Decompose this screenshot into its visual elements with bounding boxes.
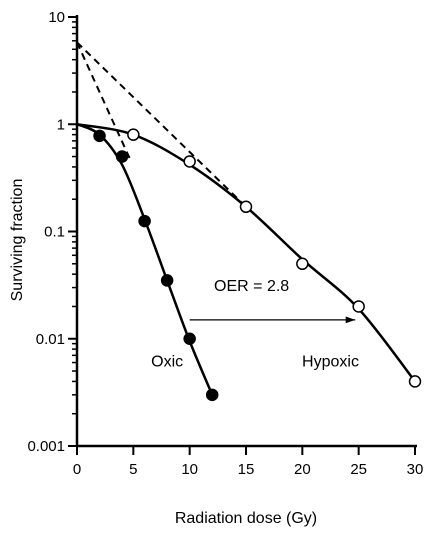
annotation-label: Oxic — [151, 354, 183, 371]
annotations: Oxic Hypoxic OER = 2.8 — [151, 278, 359, 371]
oxic-point — [183, 332, 196, 345]
y-tick-label: 0.001 — [27, 438, 65, 455]
extrapolation-lines — [76, 41, 247, 208]
extrapolation-line — [76, 41, 247, 208]
hypoxic-point — [183, 155, 196, 168]
curve-hypoxic — [76, 123, 416, 383]
annotation-label: Hypoxic — [302, 354, 359, 371]
x-tick-label: 10 — [181, 461, 198, 478]
oxic-point — [160, 274, 174, 287]
x-tick-label: 30 — [407, 461, 424, 478]
y-tick-label: 1 — [57, 116, 65, 133]
oxic-point — [205, 388, 219, 402]
oxic-point — [138, 214, 151, 228]
axes: 0 5 10 15 20 25 30 0.001 0.01 0.1 1 10 — [27, 9, 423, 478]
data-points — [93, 128, 422, 402]
x-tick-label: 5 — [129, 461, 137, 478]
oxic-point — [115, 150, 129, 163]
hypoxic-point — [408, 375, 422, 388]
hypoxic-point — [352, 300, 365, 313]
extrapolation-line — [76, 41, 132, 162]
x-tick-label: 25 — [350, 461, 367, 478]
fitted-curves — [76, 123, 416, 396]
hypoxic-point — [127, 128, 140, 141]
y-axis-title: Surviving fraction — [9, 179, 26, 302]
x-axis-title: Radiation dose (Gy) — [175, 510, 317, 527]
hypoxic-point — [239, 200, 253, 214]
y-tick-label: 0.01 — [36, 331, 65, 348]
x-tick-label: 20 — [294, 461, 311, 478]
annotation-label: OER = 2.8 — [214, 278, 289, 295]
y-tick-label: 0.1 — [44, 224, 65, 241]
x-tick-label: 15 — [238, 461, 255, 478]
oxic-point — [93, 129, 106, 143]
y-tick-label: 10 — [48, 9, 65, 26]
x-tick-label: 0 — [73, 461, 81, 478]
hypoxic-point — [296, 257, 309, 271]
